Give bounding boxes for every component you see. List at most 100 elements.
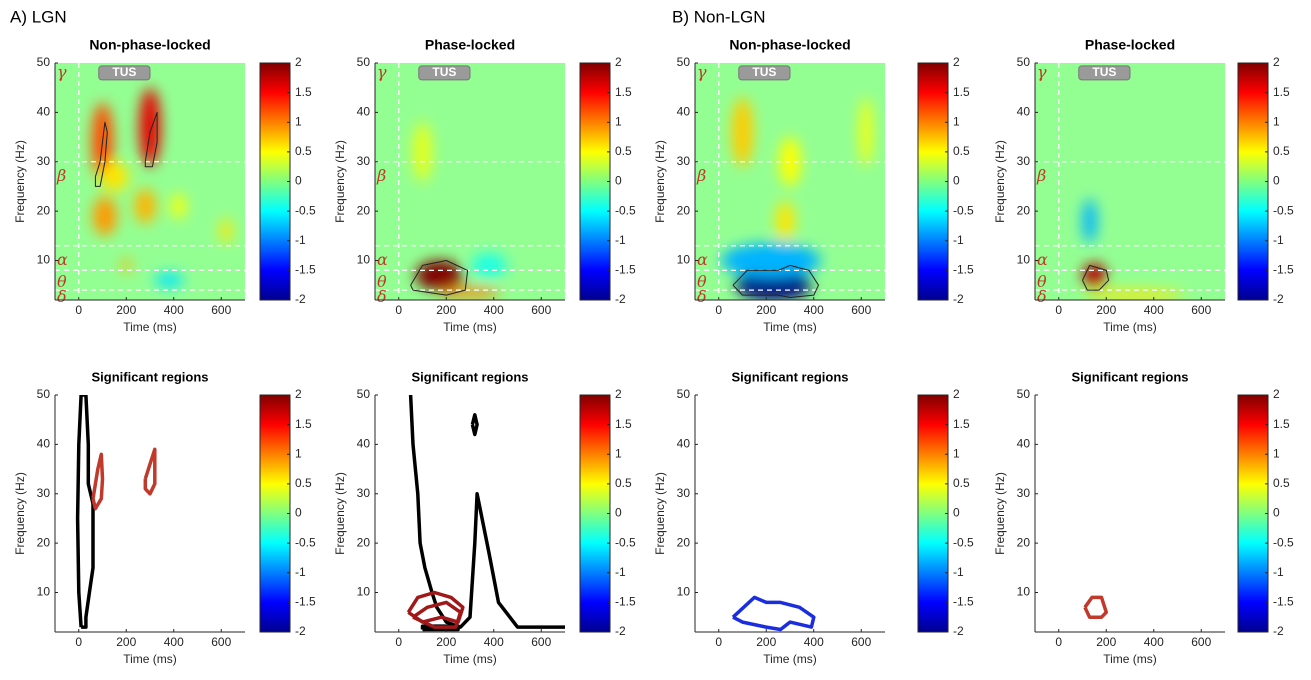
y-tick-label: 30 — [357, 154, 371, 168]
colorbar — [579, 62, 611, 301]
heatmap-blob — [735, 270, 812, 300]
colorbar-tick-label: 0.5 — [295, 144, 312, 158]
x-tick-label: 400 — [1144, 303, 1164, 317]
heatmap-background — [375, 63, 565, 300]
colorbar-tick-label: 1 — [615, 446, 622, 460]
contour — [75, 395, 95, 629]
colorbar-tick-label: 2 — [953, 55, 960, 69]
band-label: γ — [1037, 62, 1047, 81]
annotation: TUS — [432, 65, 456, 79]
y-tick-label: 40 — [677, 437, 691, 451]
y-tick-label: 20 — [1017, 535, 1031, 549]
band-label: α — [57, 250, 68, 269]
contour — [731, 595, 816, 632]
colorbar-tick-label: -2 — [615, 624, 626, 638]
colorbar-tick-label: -2 — [615, 292, 626, 306]
colorbar-tick-label: 2 — [1273, 55, 1280, 69]
x-tick-label: 400 — [484, 303, 504, 317]
colorbar-tick-label: -2 — [1273, 624, 1284, 638]
panel-label: A) LGN — [10, 7, 67, 26]
chart-title: Significant regions — [1071, 369, 1188, 384]
colorbar-tick-label: -1 — [953, 565, 964, 579]
annotation: TUS — [112, 65, 136, 79]
band-label: β — [1036, 166, 1046, 185]
x-tick-label: 400 — [164, 303, 184, 317]
x-tick-label: 0 — [1055, 635, 1062, 649]
chart-title: Significant regions — [91, 369, 208, 384]
y-tick-label: 30 — [357, 486, 371, 500]
y-axis-label: Frequency (Hz) — [653, 472, 667, 555]
colorbar-tick-label: 1.5 — [615, 417, 632, 431]
colorbar-tick-label: 1.5 — [953, 417, 970, 431]
colorbar-tick-label: -1 — [615, 565, 626, 579]
y-tick-label: 10 — [677, 253, 691, 267]
x-tick-label: 200 — [116, 303, 136, 317]
y-axis-label: Frequency (Hz) — [993, 472, 1007, 555]
x-tick-label: 600 — [531, 303, 551, 317]
plot-area — [731, 595, 816, 632]
band-label: γ — [697, 62, 707, 81]
heatmap-blob — [439, 287, 501, 298]
colorbar-tick-label: 1.5 — [1273, 417, 1290, 431]
y-tick-label: 40 — [1017, 105, 1031, 119]
y-tick-label: 10 — [37, 585, 51, 599]
x-axis-label: Time (ms) — [1103, 320, 1157, 334]
heatmap-blob — [415, 260, 463, 291]
heatmap-blob — [413, 122, 432, 182]
x-tick-label: 400 — [1144, 635, 1164, 649]
colorbar-tick-label: -0.5 — [953, 535, 974, 549]
x-axis-label: Time (ms) — [1103, 652, 1157, 666]
colorbar-tick-label: 2 — [953, 387, 960, 401]
y-axis-label: Frequency (Hz) — [13, 140, 27, 223]
plot-area — [695, 63, 885, 300]
heatmap-blob — [100, 161, 129, 192]
colorbar — [579, 394, 611, 633]
chart-title: Phase-locked — [425, 37, 515, 53]
x-tick-label: 200 — [116, 635, 136, 649]
heatmap-blob — [775, 201, 795, 241]
y-tick-label: 40 — [357, 437, 371, 451]
heatmap-blob — [93, 196, 117, 236]
y-tick-label: 10 — [1017, 585, 1031, 599]
chart-title: Non-phase-locked — [729, 37, 850, 53]
x-tick-label: 600 — [211, 635, 231, 649]
colorbar — [917, 394, 949, 633]
colorbar-tick-label: -1 — [615, 233, 626, 247]
x-axis-label: Time (ms) — [123, 320, 177, 334]
x-tick-label: 400 — [164, 635, 184, 649]
x-tick-label: 600 — [1191, 303, 1211, 317]
y-tick-label: 10 — [357, 253, 371, 267]
band-label: θ — [57, 272, 67, 291]
colorbar-tick-label: 1 — [295, 446, 302, 460]
y-tick-label: 40 — [1017, 437, 1031, 451]
contour — [406, 590, 465, 624]
y-tick-label: 30 — [37, 154, 51, 168]
colorbar — [259, 394, 291, 633]
colorbar — [259, 62, 291, 301]
heatmap — [1082, 198, 1185, 300]
band-label: θ — [697, 272, 707, 291]
y-tick-label: 30 — [37, 486, 51, 500]
colorbar-tick-label: 1.5 — [295, 417, 312, 431]
y-tick-label: 40 — [37, 437, 51, 451]
colorbar-tick-label: -1.5 — [295, 263, 316, 277]
colorbar-tick-label: -2 — [953, 624, 964, 638]
x-axis-label: Time (ms) — [443, 320, 497, 334]
colorbar-tick-label: -0.5 — [1273, 535, 1294, 549]
band-label: β — [376, 166, 386, 185]
y-tick-label: 20 — [357, 535, 371, 549]
x-tick-label: 200 — [756, 635, 776, 649]
x-tick-label: 600 — [211, 303, 231, 317]
x-tick-label: 0 — [75, 303, 82, 317]
colorbar-tick-label: 0.5 — [295, 476, 312, 490]
colorbar-tick-label: -2 — [295, 292, 306, 306]
colorbar-tick-label: 2 — [1273, 387, 1280, 401]
colorbar-tick-label: -0.5 — [615, 203, 636, 217]
colorbar-tick-label: -0.5 — [615, 535, 636, 549]
band-label: δ — [377, 287, 387, 306]
y-tick-label: 30 — [677, 154, 691, 168]
